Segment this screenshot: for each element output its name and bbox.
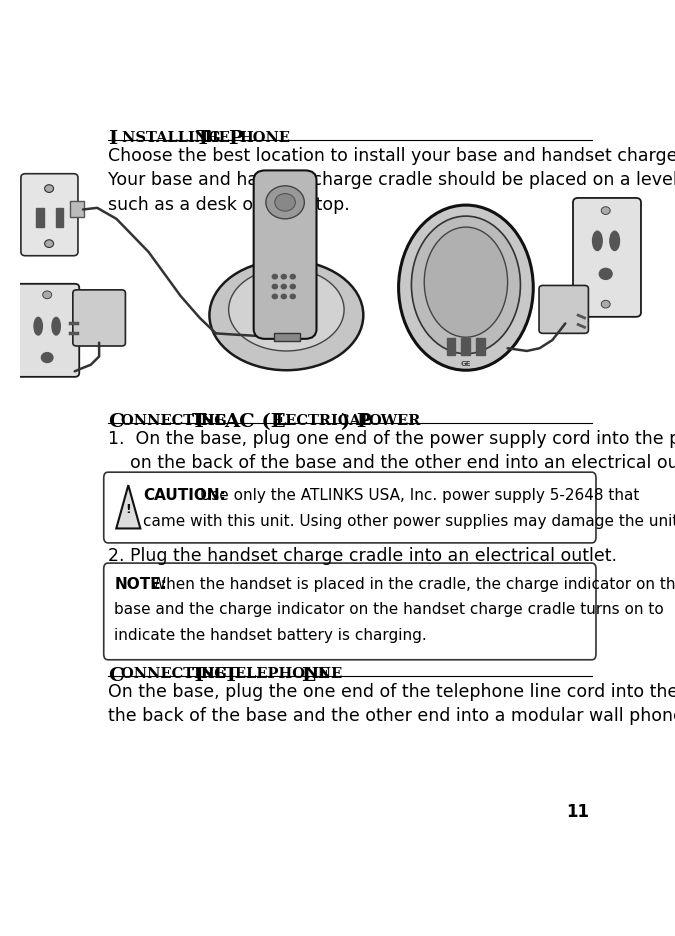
Bar [476,339,485,356]
Text: HE: HE [205,131,235,145]
Text: NSTALLING: NSTALLING [122,131,226,145]
Circle shape [281,275,286,280]
Ellipse shape [593,232,602,251]
FancyBboxPatch shape [21,174,78,256]
Text: 11: 11 [566,802,589,820]
FancyBboxPatch shape [16,285,79,377]
FancyBboxPatch shape [104,563,596,660]
Circle shape [266,186,304,220]
Circle shape [281,295,286,300]
Text: On the base, plug the one end of the telephone line cord into the jack on
the ba: On the base, plug the one end of the tel… [108,682,675,724]
Bar [462,339,470,356]
Circle shape [272,295,277,300]
Text: HONE: HONE [239,131,290,145]
Circle shape [290,275,296,280]
Polygon shape [116,486,140,529]
Ellipse shape [52,318,60,336]
Circle shape [281,285,286,289]
Text: indicate the handset battery is charging.: indicate the handset battery is charging… [114,627,427,642]
Text: ONNECTING: ONNECTING [121,414,232,428]
Circle shape [601,301,610,309]
Ellipse shape [610,232,620,251]
Text: C: C [108,413,124,431]
Ellipse shape [411,217,520,355]
Text: NOTE:: NOTE: [114,577,167,592]
Text: T: T [224,665,239,684]
Text: Choose the best location to install your base and handset charge cradle.
Your ba: Choose the best location to install your… [108,147,675,213]
Text: GE: GE [460,360,471,367]
Text: CAUTION:: CAUTION: [144,487,226,502]
Circle shape [41,353,53,363]
Text: 1.  On the base, plug one end of the power supply cord into the power jack
    o: 1. On the base, plug one end of the powe… [108,430,675,472]
Bar [273,333,300,342]
Text: T: T [195,130,210,148]
Circle shape [45,241,53,248]
Text: T: T [192,665,207,684]
Bar [55,209,63,227]
Text: HE: HE [201,666,231,680]
FancyBboxPatch shape [573,198,641,317]
Ellipse shape [424,227,508,338]
Text: ONNECTING: ONNECTING [121,666,232,680]
Text: LECTRICAL: LECTRICAL [275,414,371,428]
Circle shape [599,270,612,280]
Circle shape [601,208,610,215]
Circle shape [272,285,277,289]
Text: base and the charge indicator on the handset charge cradle turns on to: base and the charge indicator on the han… [114,602,664,617]
Circle shape [43,292,52,300]
Circle shape [290,285,296,289]
Text: AC (E: AC (E [224,413,286,431]
Ellipse shape [34,318,43,336]
FancyBboxPatch shape [539,286,589,334]
Text: 2. Plug the handset charge cradle into an electrical outlet.: 2. Plug the handset charge cradle into a… [108,547,617,564]
FancyBboxPatch shape [73,290,126,346]
Bar [36,209,44,227]
Text: OWER: OWER [368,414,421,428]
Circle shape [272,275,277,280]
Ellipse shape [229,270,344,352]
Text: came with this unit. Using other power supplies may damage the unit.: came with this unit. Using other power s… [144,513,675,528]
Text: T: T [192,413,207,431]
Text: ) P: ) P [341,413,371,431]
FancyBboxPatch shape [104,473,596,543]
Ellipse shape [209,261,363,371]
Text: INE: INE [311,666,342,680]
Text: !: ! [126,503,131,516]
Circle shape [275,195,296,212]
Text: I: I [108,130,117,148]
FancyBboxPatch shape [254,171,317,340]
Text: ELEPHONE: ELEPHONE [234,666,334,680]
Circle shape [290,295,296,300]
Text: P: P [227,130,242,148]
Text: Use only the ATLINKS USA, Inc. power supply 5-2648 that: Use only the ATLINKS USA, Inc. power sup… [200,487,639,502]
Text: C: C [108,665,124,684]
FancyBboxPatch shape [70,202,84,218]
Ellipse shape [398,206,533,371]
Text: When the handset is placed in the cradle, the charge indicator on the: When the handset is placed in the cradle… [151,577,675,592]
Bar [447,339,455,356]
Text: L: L [302,665,315,684]
Circle shape [45,185,53,193]
Text: HE: HE [201,414,231,428]
